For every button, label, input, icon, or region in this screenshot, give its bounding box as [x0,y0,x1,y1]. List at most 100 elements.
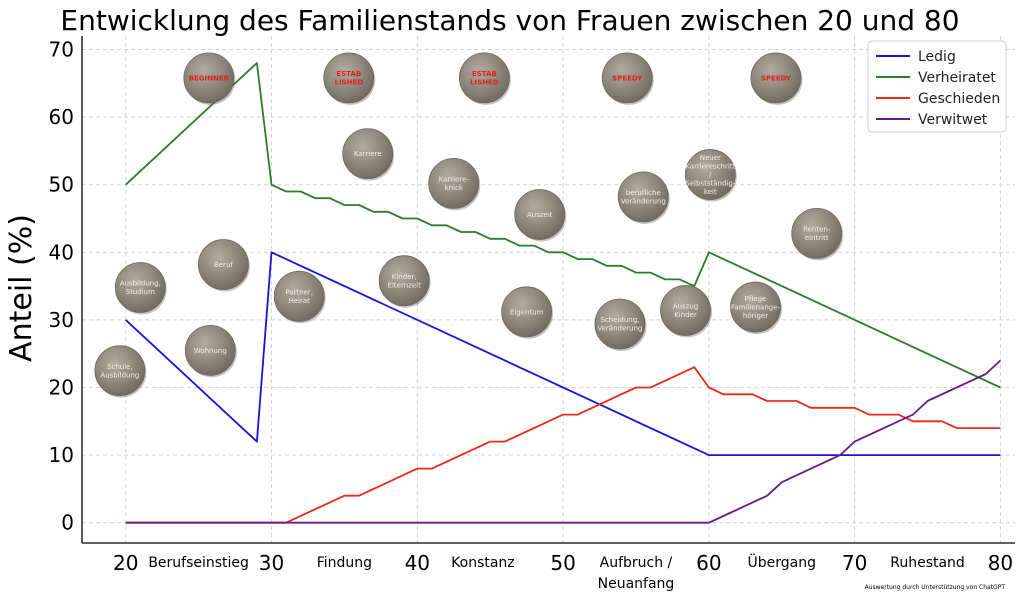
badge-label: SPEEDY [612,74,643,82]
life-event-badge: Schule,Ausbildung [94,345,147,398]
life-event-badge: Kinder,Elternzeit [378,255,431,308]
phase-label: Konstanz [451,555,515,571]
y-tick-label: 10 [49,443,74,467]
badge-circle [273,270,325,322]
life-event-badge: Wohnung [184,324,237,378]
phase-label: Neuanfang [598,576,675,592]
credit-note: Auswertung durch Unterstützung von ChatG… [865,584,1006,591]
badge-label: Karriereschritt [685,163,735,171]
badge-circle [601,52,653,104]
badge-label: SPEEDY [761,74,792,82]
phase-label: Ruhestand [890,555,965,571]
y-tick-label: 0 [61,511,74,535]
life-event-badge: Beruf [198,239,250,292]
badge-circle [660,285,711,336]
badge-circle [750,52,802,104]
x-tick-label: 80 [988,551,1013,575]
badge-circle [342,128,394,180]
badge-label: knick [445,184,464,192]
badge-label: ESTAB [336,70,361,78]
life-event-badge: Karriere-knick [428,157,481,211]
badge-label: Elternzeit [388,281,422,289]
badge-label: Neuer [700,154,721,162]
badge-label: keit [704,188,717,196]
badge-label: Beruf [214,261,233,269]
x-tick-label: 30 [259,551,284,575]
badge-label: Ausbildung [100,371,139,379]
badge-label: Veränderung [597,325,642,333]
badge-label: Ausbildung, [120,280,161,288]
y-tick-label: 50 [49,173,74,197]
badge-label: Kinder [674,311,697,319]
badge-label: höriger [743,312,768,320]
badge-label: Karriere [354,150,382,158]
badge-circle [184,324,236,376]
life-event-badge: Scheidung,Veränderung [594,298,647,351]
legend-label: Verheiratet [918,70,996,86]
chart-title: Entwicklung des Familienstands von Fraue… [60,4,959,37]
badge-label: ESTAB [472,70,497,78]
series-line-verheiratet [125,62,1001,389]
phase-label: Aufbruch / [600,555,673,571]
badge-label: Schule, [107,363,133,371]
badge-label: Auszeit [527,211,553,219]
badge-label: Selbstständig- [685,180,735,188]
life-event-badge: BEGINNER [183,52,236,105]
badge-label: Pflege [745,295,767,303]
badge-circle [617,171,669,223]
badge-circle [501,286,553,338]
legend-label: Verwitwet [918,112,988,128]
badges-layer: Schule,Ausbildung Ausbildung,Studium Wohnu… [94,52,844,398]
badge-circle [514,189,566,240]
badge-circle [378,255,430,307]
badge-circle [323,52,375,104]
y-tick-label: 60 [49,105,74,129]
life-event-badge: Partner,Heirat [273,270,326,324]
y-tick-label: 30 [49,308,74,332]
life-event-badge: Renten-eintritt [791,207,844,261]
y-tick-label: 40 [49,240,74,264]
badge-circle [94,345,146,397]
legend-label: Ledig [918,49,956,65]
badge-label: Heirat [288,297,310,305]
badge-label: LISHED [470,79,499,87]
badge-circle [684,149,736,200]
badge-label: eintritt [805,234,829,242]
y-tick-label: 20 [49,376,74,400]
badge-circle [791,207,843,259]
x-tick-label: 60 [696,551,721,575]
x-tick-label: 20 [113,551,138,575]
axes [81,36,1015,544]
life-event-badge: Auszeit [514,189,567,242]
badge-label: berufliche [626,189,661,197]
phase-layer: Berufseinstieg Findung Konstanz Aufbruch / N… [148,553,965,592]
badge-circle [428,157,480,209]
badge-label: Familienange- [731,304,781,312]
badge-label: Wohnung [194,347,227,355]
badge-label: Scheidung, [600,316,639,324]
badge-label: / [709,171,712,179]
badge-label: Kinder, [392,273,417,281]
life-event-badge: Ausbildung,Studium [114,262,167,315]
x-tick-label: 50 [550,551,575,575]
badge-circle [730,281,781,333]
badge-label: Renten- [803,226,831,234]
badge-circle [114,262,166,313]
badge-label: Auszug [673,303,698,311]
life-event-badge: SPEEDY [601,52,654,105]
y-axis-label: Anteil (%) [4,214,39,362]
legend-label: Geschieden [918,91,1000,107]
badge-circle [458,52,510,104]
badge-circle [198,239,249,290]
life-event-badge: Karriere [342,128,395,181]
series-line-geschieden [125,366,1001,524]
badge-label: Studium [126,288,155,296]
life-event-badge: Eigentum [501,286,554,339]
ticks-layer: 20 30 40 50 60 70 80 0 10 20 30 40 50 60 70 [49,38,1014,575]
legend-box [867,40,1007,133]
